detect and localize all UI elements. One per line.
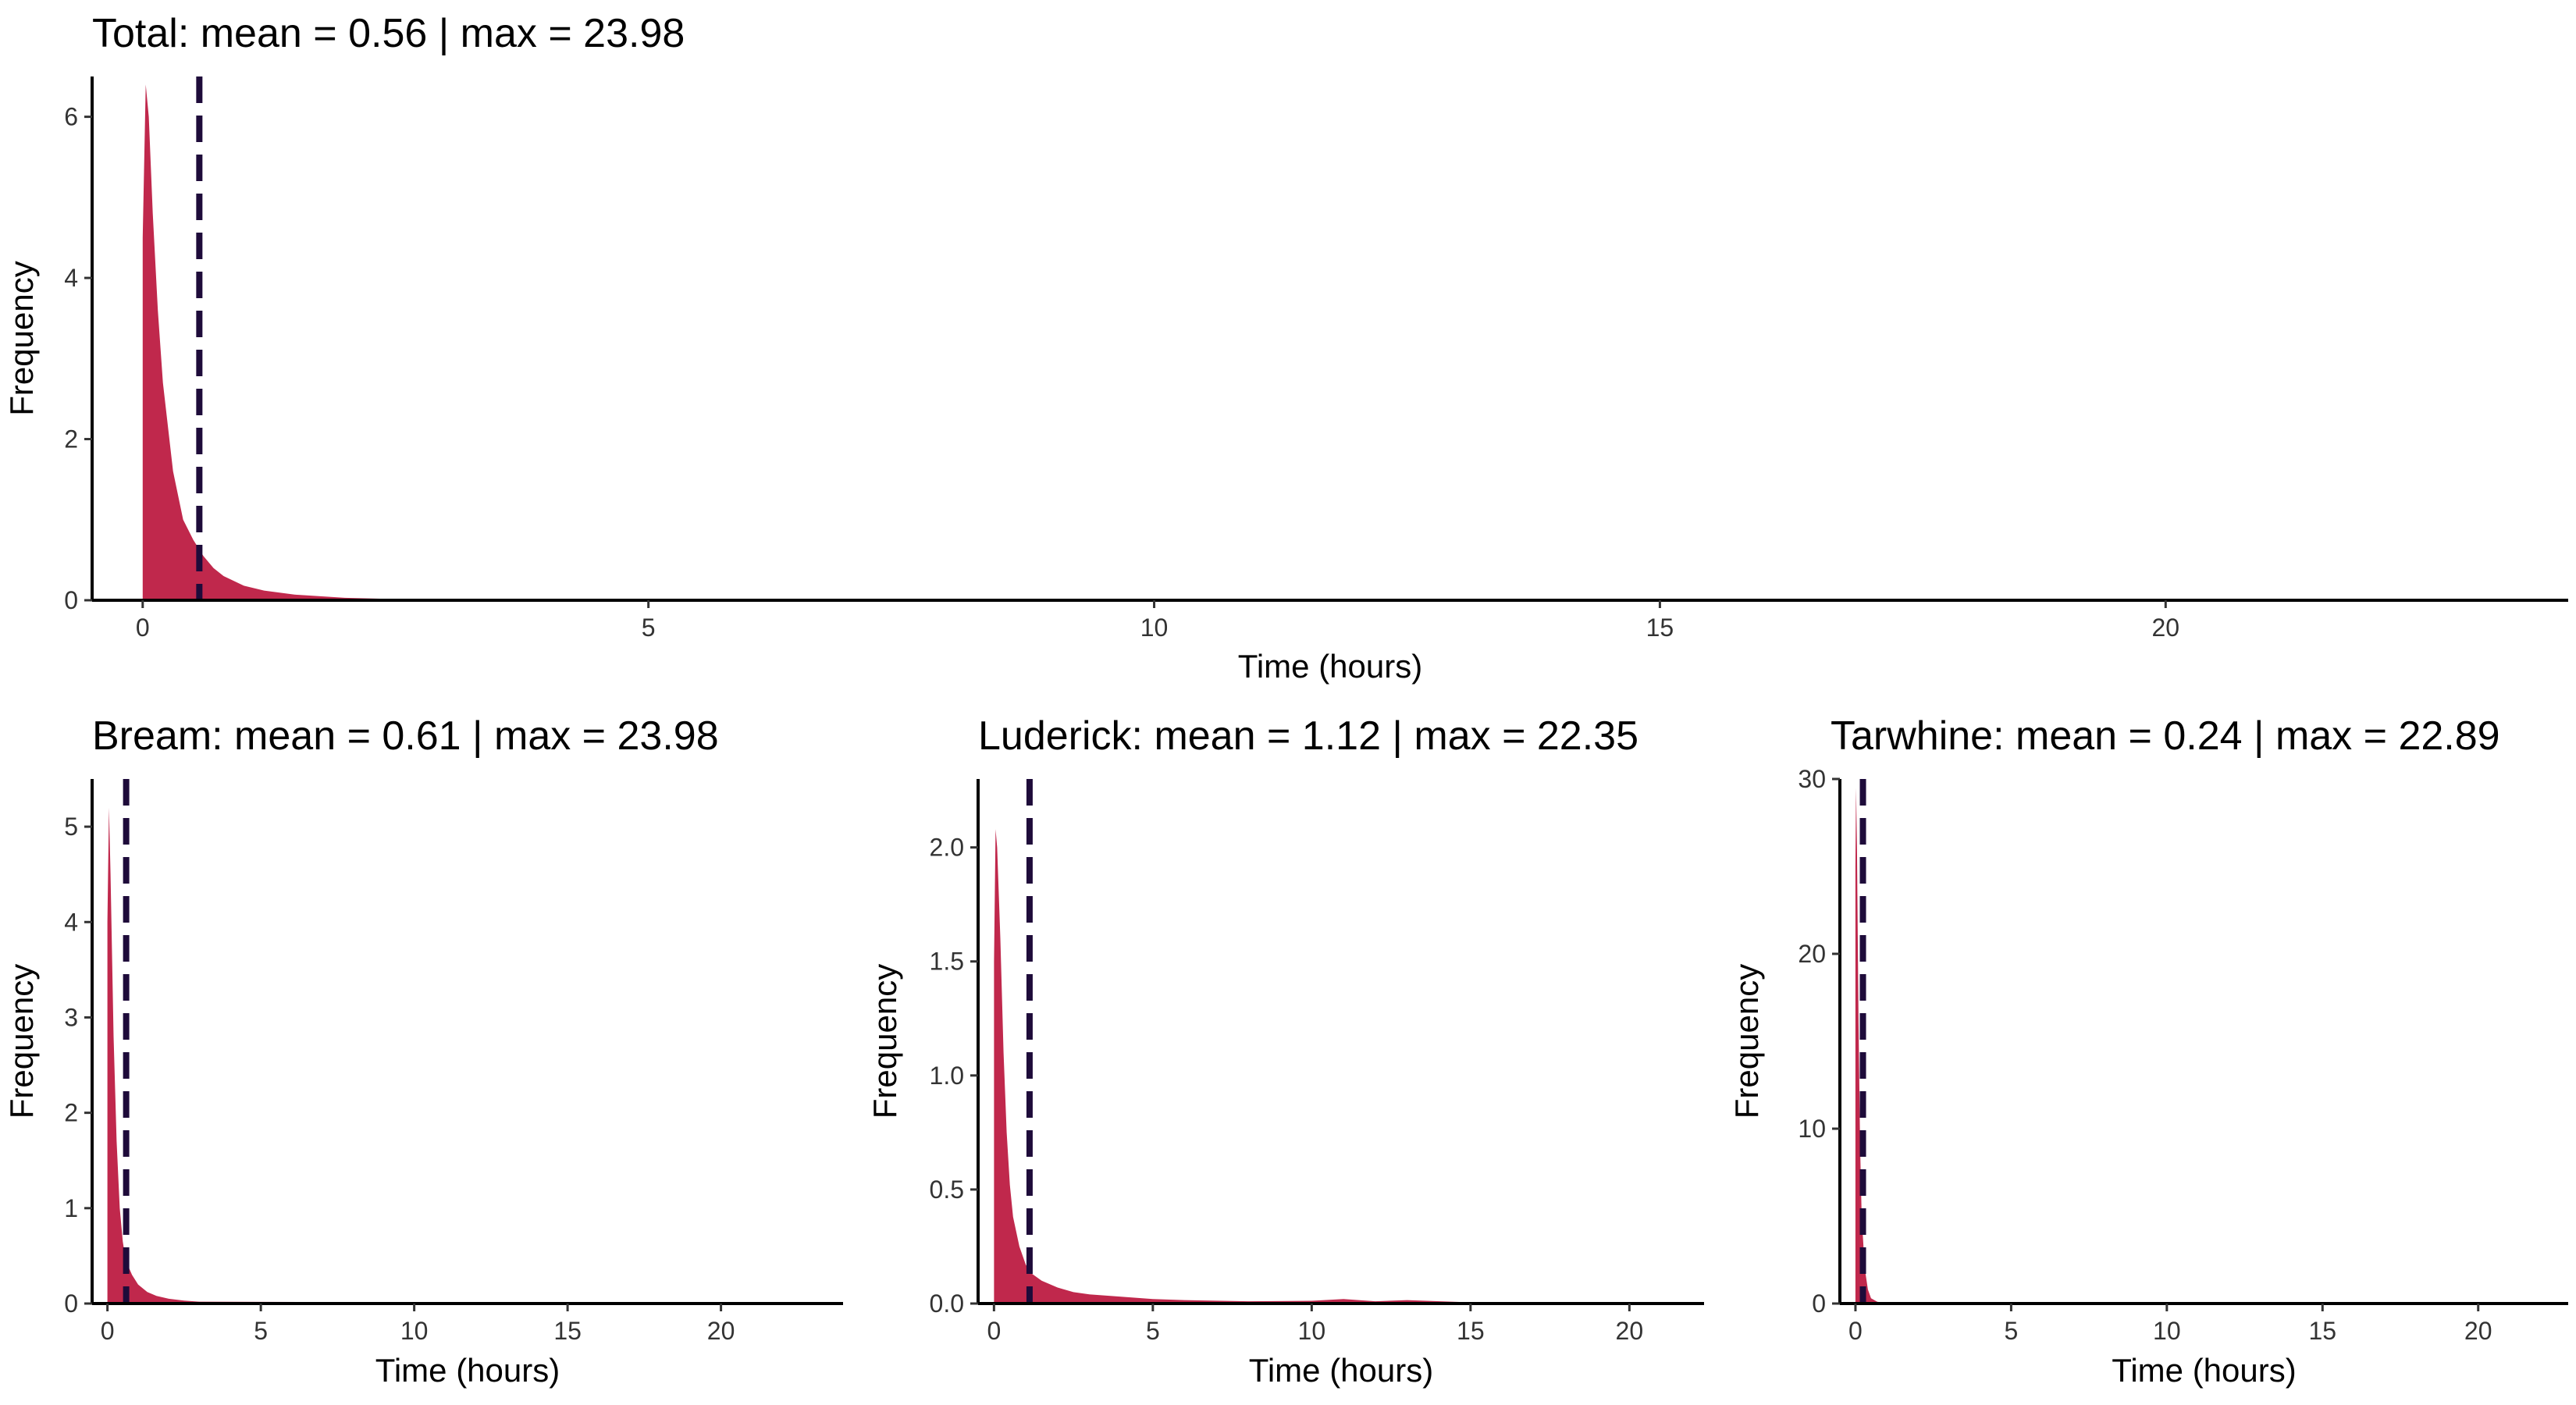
luderick-x-tick-label: 20	[1616, 1317, 1644, 1345]
tarwhine-y-tick-label: 0	[1812, 1289, 1826, 1318]
tarwhine-x-tick-label: 20	[2464, 1317, 2492, 1345]
luderick-x-tick-label: 15	[1457, 1317, 1485, 1345]
total-title: Total: mean = 0.56 | max = 23.98	[92, 11, 685, 56]
bream-y-tick-label: 0	[64, 1289, 78, 1318]
bream-y-tick-label: 1	[64, 1194, 78, 1222]
bream-y-tick-label: 3	[64, 1003, 78, 1031]
bream-x-tick-label: 20	[707, 1317, 735, 1345]
bream-x-tick-label: 5	[254, 1317, 268, 1345]
tarwhine-x-tick-label: 10	[2153, 1317, 2181, 1345]
total-x-axis-title: Time (hours)	[1238, 648, 1422, 685]
total-y-tick-label: 6	[64, 103, 78, 131]
tarwhine-y-tick-label: 10	[1798, 1115, 1826, 1143]
luderick-y-axis-title: Frequency	[866, 964, 903, 1119]
total-y-axis-title: Frequency	[3, 261, 40, 415]
luderick-y-tick-label: 0.0	[930, 1289, 964, 1318]
tarwhine-x-tick-label: 15	[2308, 1317, 2336, 1345]
tarwhine-y-axis-title: Frequency	[1728, 964, 1765, 1119]
luderick-x-tick-label: 5	[1146, 1317, 1160, 1345]
total-y-tick-label: 2	[64, 425, 78, 454]
total-y-tick-label: 4	[64, 264, 78, 292]
bream-x-tick-label: 15	[553, 1317, 582, 1345]
bream-y-tick-label: 2	[64, 1099, 78, 1127]
tarwhine-x-tick-label: 0	[1848, 1317, 1863, 1345]
bream-y-axis-title: Frequency	[3, 964, 40, 1119]
total-x-tick-label: 5	[642, 614, 656, 642]
tarwhine-y-tick-label: 20	[1798, 940, 1826, 968]
luderick-x-tick-label: 10	[1298, 1317, 1326, 1345]
luderick-y-tick-label: 0.5	[930, 1176, 964, 1204]
bream-x-axis-title: Time (hours)	[375, 1352, 560, 1389]
luderick-x-axis-title: Time (hours)	[1249, 1352, 1433, 1389]
luderick-x-tick-label: 0	[987, 1317, 1001, 1345]
total-x-tick-label: 20	[2151, 614, 2179, 642]
tarwhine-y-tick-label: 30	[1798, 765, 1826, 793]
panel-total: 0 5 10 15 20 0 2 4 6 Total: mean = 0.56 | max = 2…	[3, 11, 2568, 685]
total-y-tick-label: 0	[64, 586, 78, 614]
bream-x-tick-label: 10	[400, 1317, 429, 1345]
tarwhine-x-axis-title: Time (hours)	[2112, 1352, 2296, 1389]
total-x-tick-label: 0	[136, 614, 150, 642]
luderick-title: Luderick: mean = 1.12 | max = 22.35	[978, 713, 1638, 759]
bream-y-tick-label: 4	[64, 908, 78, 936]
bream-y-tick-label: 5	[64, 813, 78, 841]
panel-luderick: 0 5 10 15 20 0.0 0.5 1.0 1.5 2.0 Luderick: mean = …	[866, 713, 1704, 1389]
luderick-y-tick-label: 2.0	[930, 834, 964, 862]
tarwhine-x-tick-label: 5	[2004, 1317, 2018, 1345]
bream-title: Bream: mean = 0.61 | max = 23.98	[92, 713, 719, 759]
luderick-y-tick-label: 1.5	[930, 948, 964, 976]
panel-bream: 0 5 10 15 20 0 1 2 3 4 5 Bream: mean = 0.61 | max =…	[3, 713, 844, 1389]
total-x-tick-label: 15	[1646, 614, 1674, 642]
bream-x-tick-label: 0	[101, 1317, 115, 1345]
total-x-tick-label: 10	[1140, 614, 1169, 642]
luderick-y-tick-label: 1.0	[930, 1062, 964, 1090]
tarwhine-title: Tarwhine: mean = 0.24 | max = 22.89	[1831, 713, 2500, 759]
